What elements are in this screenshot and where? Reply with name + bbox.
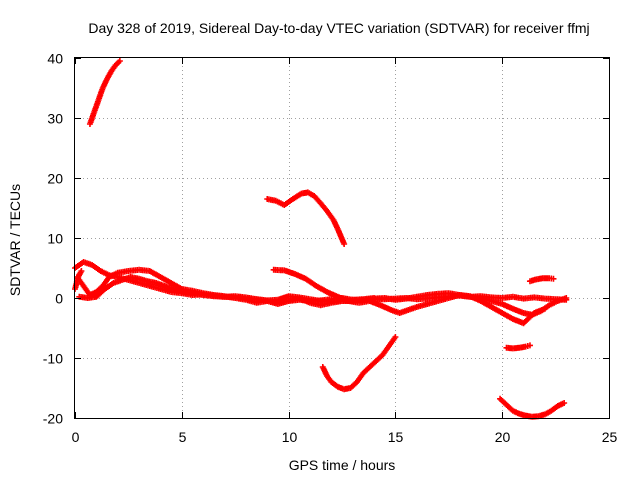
track-segment bbox=[511, 344, 521, 352]
track-segment bbox=[114, 59, 122, 67]
track-segment bbox=[314, 283, 329, 295]
track-segment bbox=[541, 275, 551, 282]
axis-ticks: 0 5 10 15 20 25 -20 -10 0 10 20 30 40 bbox=[43, 51, 618, 446]
track-segment bbox=[318, 201, 329, 213]
track-segment bbox=[100, 275, 112, 288]
y-tick-label: -10 bbox=[43, 351, 63, 367]
data-point bbox=[550, 275, 557, 282]
data-point bbox=[341, 241, 348, 247]
track-segment bbox=[306, 190, 316, 199]
track-segment bbox=[103, 281, 115, 291]
y-tick-label: -20 bbox=[43, 411, 63, 427]
track-segment bbox=[361, 365, 372, 375]
track-segment bbox=[535, 275, 545, 283]
track-segment bbox=[543, 408, 553, 417]
track-segment bbox=[107, 270, 119, 280]
track-segment bbox=[368, 359, 378, 369]
track-segment bbox=[556, 400, 566, 409]
x-tick-label: 0 bbox=[72, 429, 80, 445]
x-tick-label: 5 bbox=[179, 429, 187, 445]
series-track-short-high bbox=[526, 275, 557, 285]
plot-points bbox=[72, 58, 570, 420]
track-segment bbox=[504, 403, 515, 413]
track-segment bbox=[537, 411, 547, 419]
track-segment bbox=[312, 194, 323, 205]
data-point bbox=[392, 334, 399, 340]
track-segment bbox=[325, 209, 336, 222]
track-segment bbox=[325, 374, 334, 384]
track-segment bbox=[76, 269, 84, 279]
track-segment bbox=[88, 289, 98, 298]
y-tick-label: 10 bbox=[47, 231, 63, 247]
track-segment bbox=[348, 380, 359, 390]
track-segment bbox=[374, 353, 385, 363]
y-tick-label: 20 bbox=[47, 171, 63, 187]
track-segment bbox=[300, 189, 310, 197]
series-track-upper-arc bbox=[264, 189, 348, 247]
x-axis-label: GPS time / hours bbox=[289, 457, 396, 473]
track-segment bbox=[355, 371, 366, 384]
track-segment bbox=[94, 287, 107, 299]
track-segment bbox=[505, 344, 515, 352]
track-segment bbox=[387, 335, 398, 348]
track-segment bbox=[169, 280, 184, 292]
track-segment bbox=[90, 263, 103, 273]
series-track-low-c bbox=[76, 274, 378, 306]
y-tick-label: 0 bbox=[55, 291, 63, 307]
track-segment bbox=[380, 344, 391, 357]
track-segment bbox=[500, 310, 515, 322]
track-segment bbox=[549, 404, 560, 413]
track-segment bbox=[304, 276, 318, 289]
track-segment bbox=[517, 411, 528, 419]
data-point bbox=[116, 58, 123, 64]
track-segment bbox=[479, 298, 493, 310]
track-segment bbox=[148, 268, 162, 280]
track-segment bbox=[511, 408, 521, 417]
data-point bbox=[563, 296, 570, 303]
x-tick-label: 20 bbox=[495, 429, 511, 445]
track-segment bbox=[342, 385, 352, 392]
data-point bbox=[78, 268, 85, 274]
track-segment bbox=[521, 311, 537, 326]
x-tick-label: 15 bbox=[388, 429, 404, 445]
series-track-short-low bbox=[503, 342, 533, 352]
track-segment bbox=[517, 343, 528, 351]
track-segment bbox=[490, 304, 504, 316]
series-track-down-arc bbox=[319, 334, 399, 393]
data-point bbox=[561, 400, 568, 406]
track-segment bbox=[94, 284, 105, 294]
data-point bbox=[526, 342, 533, 349]
track-segment bbox=[530, 413, 540, 420]
x-tick-label: 10 bbox=[282, 429, 298, 445]
y-tick-label: 40 bbox=[47, 51, 63, 67]
track-segment bbox=[498, 397, 509, 407]
y-axis-label: SDTVAR / TECUs bbox=[7, 184, 23, 296]
track-segment bbox=[329, 380, 340, 389]
chart-title: Day 328 of 2019, Sidereal Day-to-day VTE… bbox=[88, 20, 589, 36]
y-tick-label: 30 bbox=[47, 111, 63, 127]
x-tick-label: 25 bbox=[602, 429, 618, 445]
data-point bbox=[541, 305, 548, 312]
track-segment bbox=[109, 63, 118, 73]
track-segment bbox=[528, 276, 538, 284]
plot-frame bbox=[74, 57, 610, 419]
track-segment bbox=[282, 197, 295, 207]
track-segment bbox=[336, 384, 346, 392]
track-segment bbox=[524, 412, 534, 420]
data-point bbox=[371, 295, 378, 301]
series-track-bottom-arc bbox=[497, 395, 568, 420]
track-segment bbox=[159, 274, 173, 286]
track-segment bbox=[73, 260, 86, 270]
track-segment bbox=[291, 191, 303, 202]
track-segment bbox=[99, 268, 111, 278]
track-segment bbox=[104, 69, 114, 81]
series-track-high-rise bbox=[86, 58, 123, 127]
